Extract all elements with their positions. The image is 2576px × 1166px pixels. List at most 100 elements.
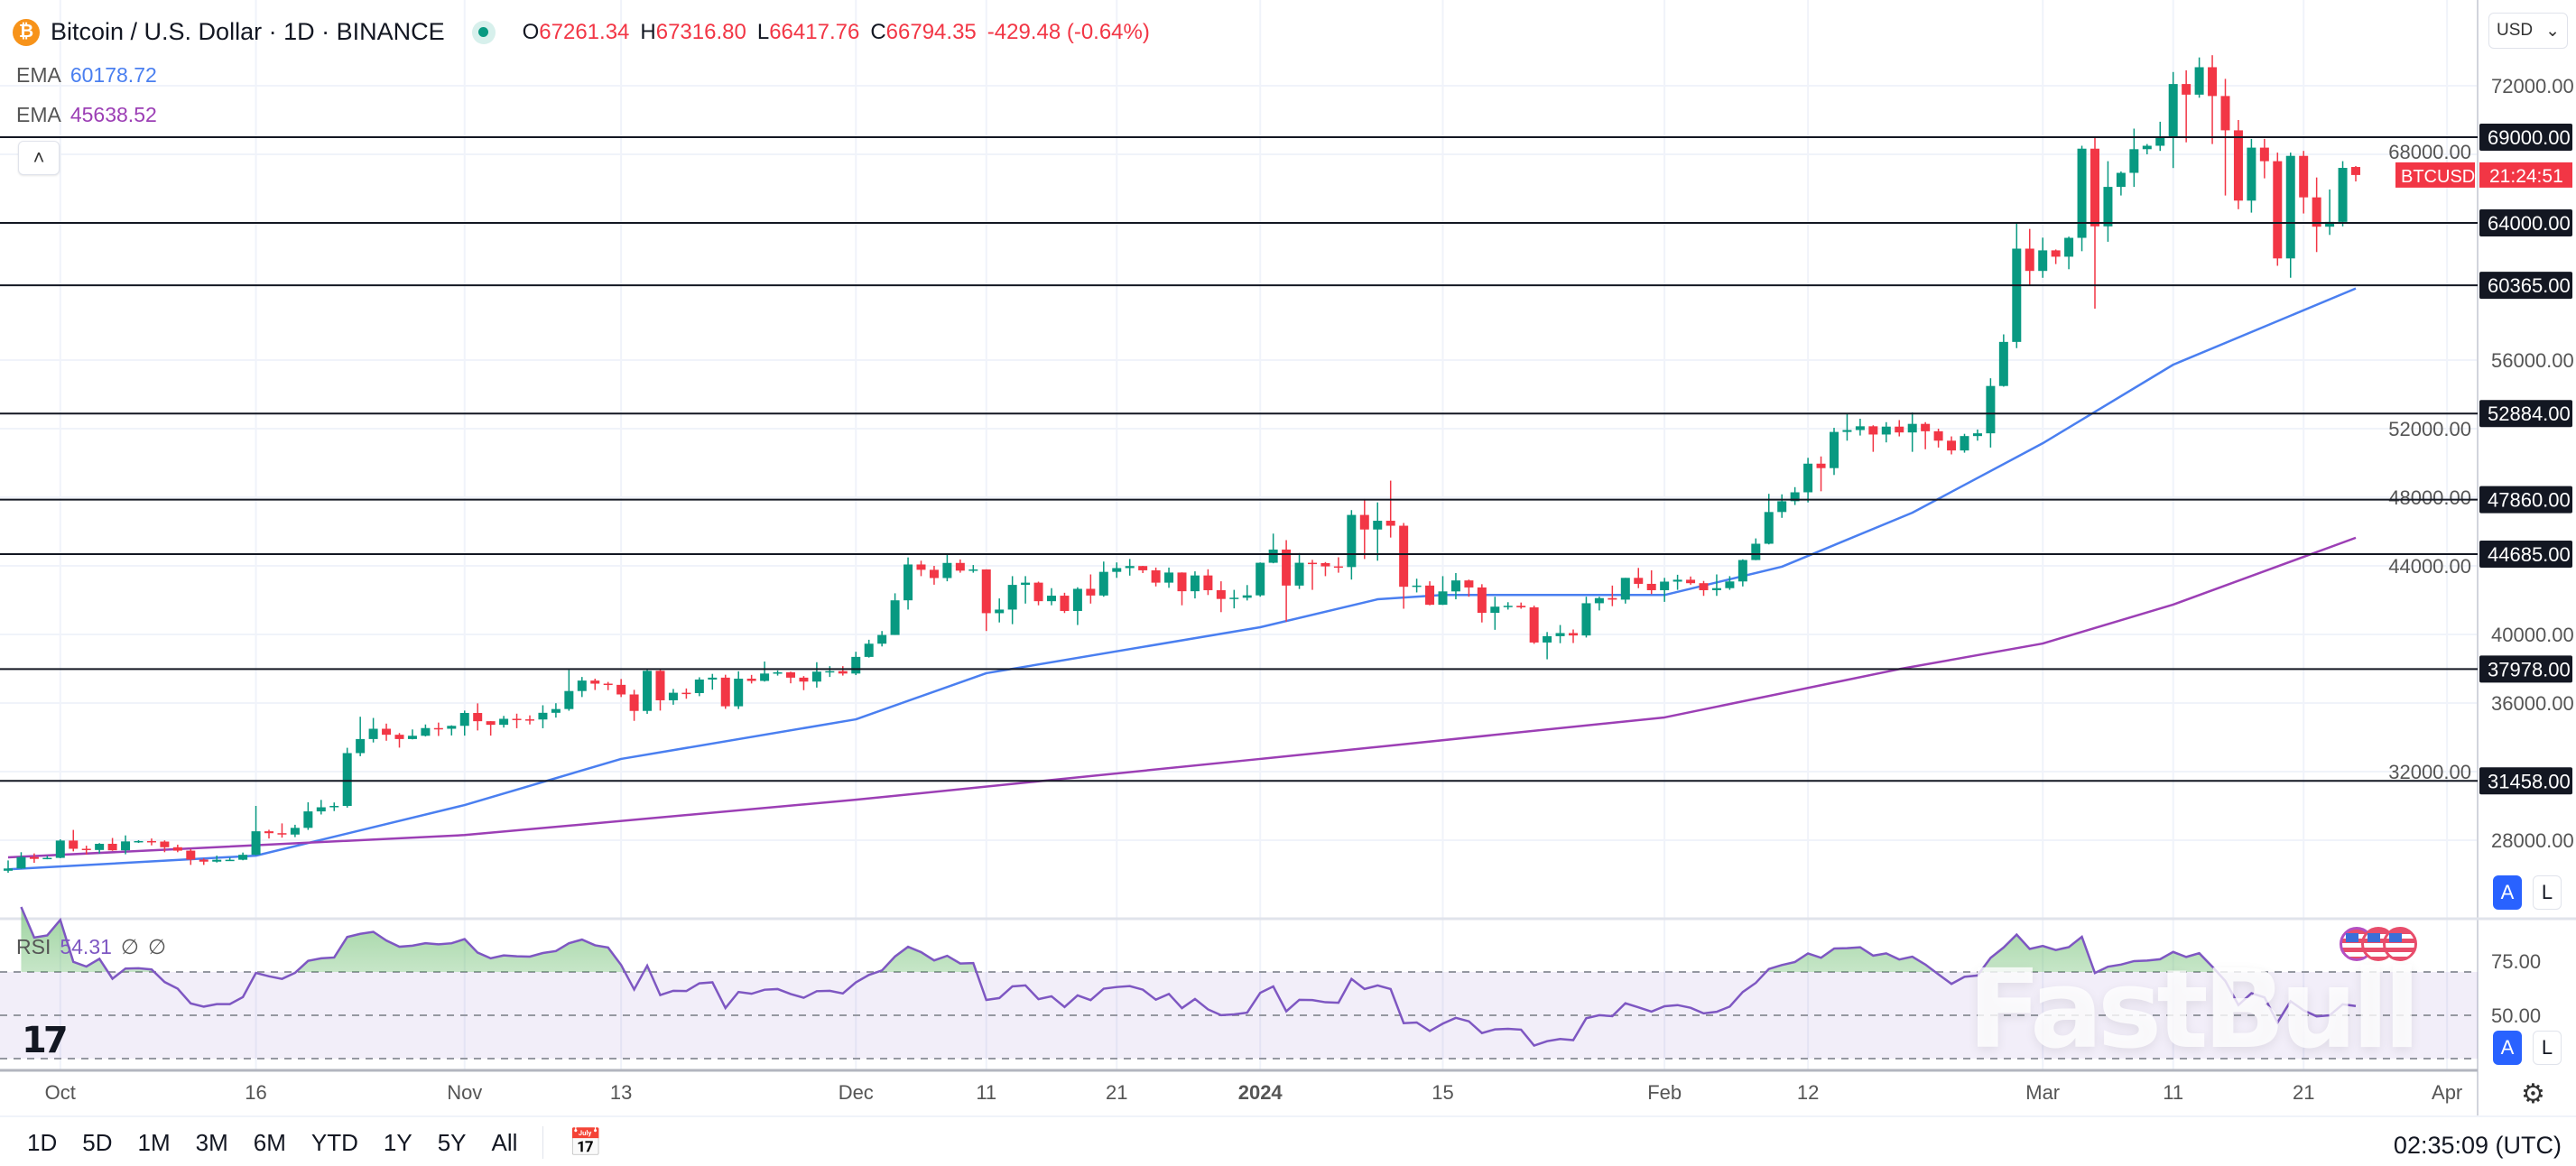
candle (2077, 145, 2087, 252)
candle (525, 715, 534, 725)
rsi-auto-scale-button[interactable]: A (2493, 1031, 2522, 1065)
ema-fast-line (7, 287, 2357, 871)
ema-slow-legend[interactable]: EMA 45638.52 (16, 103, 157, 126)
ema-fast-legend[interactable]: EMA 60178.72 (16, 63, 157, 87)
settings-gear-icon[interactable]: ⚙ (2521, 1079, 2545, 1109)
level-price-tag (2479, 124, 2572, 151)
candle (1895, 420, 1904, 437)
level-price-label: 60365.00 (2488, 274, 2571, 297)
candle-body (1098, 571, 1108, 596)
candle (1646, 569, 1656, 595)
candle-body (186, 850, 196, 860)
go-to-date-calendar-icon[interactable]: 📅 (569, 1127, 603, 1158)
candle (407, 729, 417, 740)
candle-body (1242, 595, 1252, 598)
level-price-label: 64000.00 (2488, 212, 2571, 235)
range-1m-button[interactable]: 1M (137, 1128, 171, 1156)
candle (864, 639, 874, 658)
candle (995, 598, 1005, 623)
candle-body (1516, 606, 1526, 607)
candle-body (1555, 633, 1565, 636)
utc-clock[interactable]: 02:35:09 (UTC) (2393, 1132, 2562, 1159)
candle (368, 717, 378, 743)
level-price-tag (2479, 767, 2572, 795)
candle (786, 671, 795, 684)
candle (916, 560, 926, 577)
candle (1790, 486, 1800, 505)
candle-body (55, 840, 65, 858)
rsi-legend[interactable]: RSI 54.31 ∅ ∅ (16, 935, 166, 958)
symbol-title[interactable]: Bitcoin / U.S. Dollar · 1D · BINANCE (51, 18, 445, 45)
us-flag-icon[interactable] (2383, 927, 2417, 961)
price-tick-label: 52000.00 (2388, 418, 2471, 440)
tradingview-logo[interactable]: 17 (22, 1020, 69, 1061)
candle-body (1790, 492, 1800, 502)
candle-body (1699, 583, 1709, 590)
candle-body (1868, 426, 1878, 435)
candle-body (734, 679, 744, 707)
candle (1112, 562, 1122, 578)
candle-body (2142, 145, 2152, 150)
candle-body (786, 671, 795, 678)
candle (29, 853, 39, 864)
candle (1347, 510, 1357, 580)
candle-body (1450, 580, 1460, 592)
candle (734, 671, 744, 709)
time-axis-label: 21 (1106, 1081, 1127, 1104)
range-6m-button[interactable]: 6M (253, 1128, 286, 1156)
candle-body (121, 841, 131, 851)
time-axis-label: 15 (1432, 1081, 1453, 1104)
candle-body (2351, 167, 2360, 175)
collapse-legend-button[interactable]: ˄ (18, 141, 60, 175)
symbol-header: ₿ Bitcoin / U.S. Dollar · 1D · BINANCE O… (13, 18, 1150, 46)
candle-body (1686, 579, 1696, 584)
candle (1216, 581, 1226, 613)
candle-body (1933, 430, 1943, 441)
currency-select[interactable]: USD ⌄ (2488, 13, 2568, 49)
candle (172, 844, 182, 853)
price-chart[interactable]: 75.00 50.00 72000.00 68000.00 56000.00 52000.… (0, 0, 2576, 1119)
rsi-log-scale-button[interactable]: L (2533, 1031, 2562, 1065)
level-price-label: 52884.00 (2488, 403, 2571, 425)
candle (1007, 576, 1017, 625)
candle (1947, 436, 1957, 455)
economic-events[interactable] (2340, 927, 2417, 961)
candle-body (2168, 84, 2178, 137)
range-3m-button[interactable]: 3M (195, 1128, 228, 1156)
candle (1125, 559, 1135, 576)
candle-body (1569, 633, 1578, 636)
candle (1021, 576, 1031, 604)
range-1d-button[interactable]: 1D (27, 1128, 58, 1156)
candle-body (16, 856, 26, 869)
ema-slow-value: 45638.52 (69, 103, 157, 126)
candle-body (2077, 148, 2087, 238)
candle (551, 703, 561, 718)
log-scale-button[interactable]: L (2533, 875, 2562, 910)
candle-body (720, 677, 730, 707)
candle-body (290, 828, 300, 835)
candle-body (264, 831, 273, 834)
candle-body (421, 727, 431, 736)
auto-scale-button[interactable]: A (2493, 875, 2522, 910)
candle (16, 852, 26, 869)
range-ytd-button[interactable]: YTD (310, 1128, 358, 1156)
candle-body (238, 855, 248, 860)
candle (238, 852, 248, 861)
range-all-button[interactable]: All (491, 1128, 518, 1156)
candle (1660, 578, 1670, 602)
candle-body (368, 728, 378, 739)
candle-body (512, 718, 522, 720)
range-5y-button[interactable]: 5Y (437, 1128, 467, 1156)
bitcoin-icon: ₿ (13, 18, 40, 46)
candle (590, 679, 600, 690)
candle (1543, 632, 1552, 660)
candle-body (447, 726, 457, 729)
range-1y-button[interactable]: 1Y (383, 1128, 412, 1156)
candle-body (694, 679, 704, 693)
candle (1464, 579, 1474, 597)
candle (629, 689, 639, 721)
candle (4, 860, 13, 874)
candle (1972, 429, 1982, 441)
range-5d-button[interactable]: 5D (82, 1128, 113, 1156)
candle (1699, 580, 1709, 597)
